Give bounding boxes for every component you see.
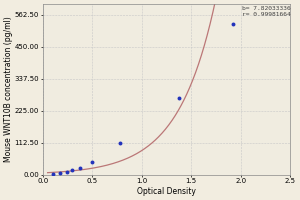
Point — [118, 141, 122, 144]
X-axis label: Optical Density: Optical Density — [137, 187, 196, 196]
Point — [90, 160, 94, 163]
Point — [70, 169, 75, 172]
Point — [230, 22, 235, 26]
Point — [78, 167, 83, 170]
Point — [50, 172, 55, 175]
Point — [58, 171, 63, 174]
Point — [177, 96, 182, 99]
Y-axis label: Mouse WNT10B concentration (pg/ml): Mouse WNT10B concentration (pg/ml) — [4, 17, 13, 162]
Text: b= 7.82033336
r= 0.99981664: b= 7.82033336 r= 0.99981664 — [242, 6, 291, 17]
Point — [65, 170, 70, 173]
